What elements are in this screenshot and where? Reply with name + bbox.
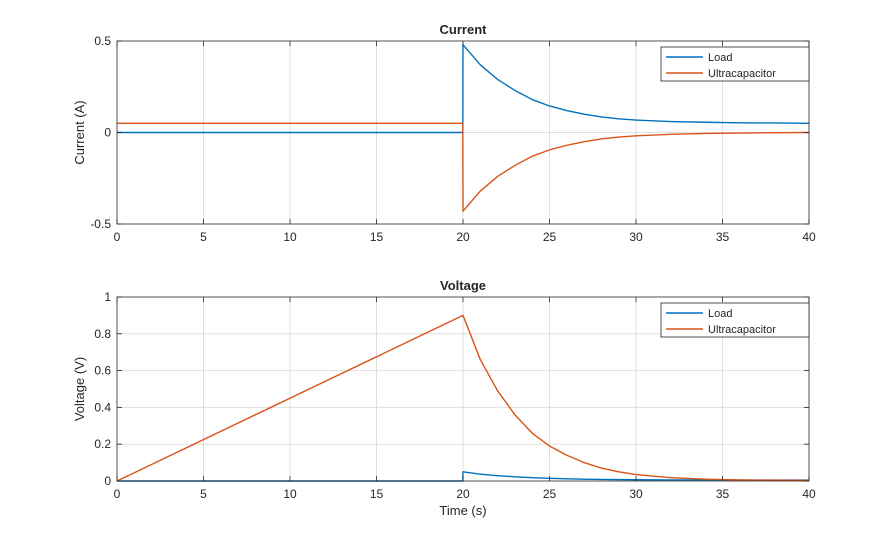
- voltage-chart: 0 5 10 15 20 25 30 35 40 0 0.2 0.4 0.6 0.8 1 Voltage Vol…: [72, 278, 816, 518]
- x-tick-label: 15: [370, 230, 384, 244]
- y-tick-label: 0.8: [94, 327, 111, 341]
- x-tick-label: 5: [200, 230, 207, 244]
- y-tick-label: 1: [104, 290, 111, 304]
- y-axis-label: Voltage (V): [72, 357, 87, 421]
- legend-label-ultracapacitor: Ultracapacitor: [708, 324, 776, 336]
- x-tick-label: 15: [370, 487, 384, 501]
- y-tick-label: 0.5: [94, 34, 111, 48]
- y-tick-label: 0.6: [94, 364, 111, 378]
- x-tick-label: 40: [802, 487, 816, 501]
- x-tick-label: 25: [543, 230, 557, 244]
- legend-label-ultracapacitor: Ultracapacitor: [708, 68, 776, 80]
- y-axis-label: Current (A): [72, 100, 87, 164]
- y-tick-label: 0: [104, 474, 111, 488]
- x-tick-label: 40: [802, 230, 816, 244]
- legend-label-load: Load: [708, 308, 732, 320]
- legend: Load Ultracapacitor: [660, 46, 810, 82]
- x-tick-label: 0: [114, 230, 121, 244]
- x-tick-label: 5: [200, 487, 207, 501]
- x-tick-label: 20: [456, 487, 470, 501]
- legend-box: [660, 46, 810, 82]
- chart-title: Current: [440, 22, 488, 37]
- x-tick-label: 35: [716, 230, 730, 244]
- y-tick-label: 0.4: [94, 400, 111, 414]
- x-tick-label: 10: [283, 487, 297, 501]
- series-line-ultracapacitor: [116, 314, 810, 482]
- legend-box: [660, 302, 810, 338]
- y-tick-label: 0.2: [94, 437, 111, 451]
- x-tick-label: 10: [283, 230, 297, 244]
- chart-title: Voltage: [440, 278, 486, 293]
- series-line-ultracapacitor: [117, 122, 810, 212]
- x-tick-label: 20: [456, 230, 470, 244]
- series-line-load: [117, 43, 810, 134]
- x-tick-label: 25: [543, 487, 557, 501]
- x-axis-label: Time (s): [439, 503, 486, 518]
- x-tick-label: 30: [629, 230, 643, 244]
- legend: Load Ultracapacitor: [660, 302, 810, 338]
- legend-label-load: Load: [708, 52, 732, 64]
- x-tick-label: 35: [716, 487, 730, 501]
- x-tick-label: 0: [114, 487, 121, 501]
- y-tick-label: 0: [104, 126, 111, 140]
- x-tick-label: 30: [629, 487, 643, 501]
- y-tick-label: -0.5: [90, 217, 111, 231]
